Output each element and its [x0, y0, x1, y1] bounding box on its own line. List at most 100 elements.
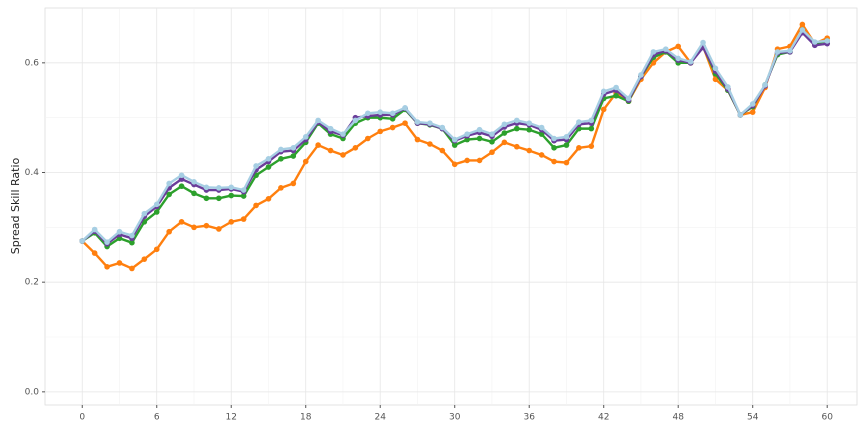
- point: [253, 202, 259, 209]
- point: [563, 159, 570, 166]
- point: [327, 147, 334, 154]
- point: [228, 192, 235, 199]
- point: [762, 81, 768, 88]
- point: [265, 164, 272, 170]
- point: [576, 145, 582, 151]
- point: [551, 158, 557, 165]
- point: [600, 88, 607, 95]
- y-axis-label: Spread Skill Ratio: [9, 157, 22, 254]
- point: [290, 145, 297, 151]
- point: [538, 152, 545, 158]
- point: [191, 190, 197, 197]
- point: [129, 232, 135, 239]
- point: [824, 38, 831, 44]
- point: [526, 126, 533, 133]
- point: [315, 117, 321, 124]
- point: [514, 125, 520, 132]
- point: [451, 136, 458, 143]
- point: [240, 216, 247, 222]
- point: [451, 142, 458, 148]
- point: [216, 195, 222, 202]
- point: [104, 239, 110, 245]
- point: [166, 228, 172, 235]
- point: [464, 131, 470, 137]
- point: [427, 120, 433, 126]
- point: [464, 157, 470, 164]
- point: [116, 260, 123, 266]
- point: [253, 163, 259, 169]
- point: [588, 143, 595, 149]
- x-tick-label: 18: [300, 413, 312, 423]
- point: [588, 117, 595, 124]
- point: [526, 120, 533, 126]
- point: [439, 147, 446, 154]
- point: [389, 115, 396, 122]
- point: [228, 184, 235, 191]
- point: [141, 210, 148, 217]
- point: [278, 185, 284, 191]
- point: [563, 134, 570, 140]
- point: [278, 146, 284, 153]
- point: [153, 201, 160, 208]
- point: [203, 222, 210, 229]
- point: [315, 142, 321, 148]
- point: [129, 265, 135, 272]
- point: [178, 219, 185, 225]
- point: [774, 49, 781, 55]
- point: [687, 58, 694, 65]
- x-tick-label: 0: [79, 413, 85, 423]
- point: [514, 117, 520, 124]
- point: [613, 84, 619, 91]
- point: [116, 228, 123, 235]
- x-tick-label: 12: [226, 413, 237, 423]
- point: [501, 121, 508, 128]
- point: [340, 152, 346, 158]
- point: [228, 219, 235, 225]
- point: [600, 106, 607, 113]
- point: [141, 256, 148, 262]
- point: [526, 147, 533, 154]
- point: [166, 191, 172, 198]
- point: [327, 125, 334, 132]
- y-tick-label: 0.6: [25, 58, 40, 68]
- point: [377, 128, 384, 135]
- point: [625, 95, 632, 102]
- point: [700, 39, 706, 46]
- point: [166, 180, 172, 187]
- point: [216, 226, 222, 232]
- point: [414, 119, 421, 125]
- point: [799, 27, 806, 33]
- x-tick-label: 60: [821, 413, 833, 423]
- point: [749, 109, 756, 115]
- point: [489, 138, 495, 145]
- x-tick-label: 36: [523, 413, 535, 423]
- point: [650, 49, 657, 55]
- point: [216, 185, 222, 191]
- point: [501, 130, 508, 136]
- point: [451, 161, 458, 168]
- point: [799, 21, 806, 28]
- point: [178, 183, 185, 190]
- point: [365, 110, 371, 117]
- point: [675, 43, 682, 50]
- point: [414, 136, 421, 143]
- x-tick-label: 42: [598, 413, 609, 423]
- point: [563, 142, 570, 148]
- point: [290, 153, 297, 159]
- point: [551, 145, 557, 151]
- point: [389, 124, 396, 131]
- point: [725, 84, 731, 90]
- point: [712, 65, 719, 72]
- point: [737, 112, 744, 118]
- point: [91, 226, 98, 233]
- point: [662, 46, 669, 52]
- point: [811, 39, 818, 45]
- point: [464, 136, 470, 143]
- point: [265, 196, 272, 202]
- point: [538, 124, 545, 131]
- point: [240, 187, 247, 193]
- point: [749, 101, 756, 107]
- point: [240, 193, 247, 199]
- point: [427, 141, 433, 147]
